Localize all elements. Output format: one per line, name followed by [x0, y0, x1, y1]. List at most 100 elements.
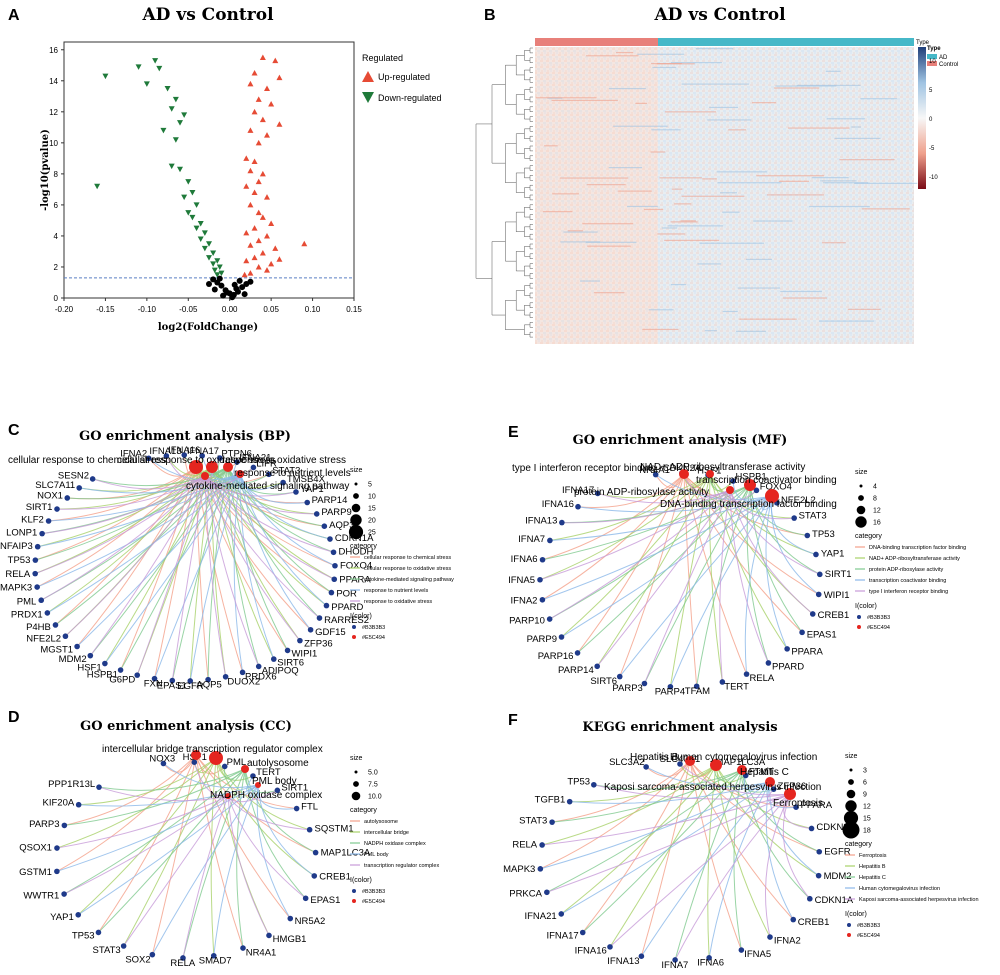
kegg-term-hepatitis-b: Hepatitis B [630, 752, 679, 763]
dendrogram-branch [505, 221, 517, 262]
gene-label: PARP3 [612, 683, 642, 694]
legend-size-value: 10 [368, 494, 376, 501]
gene-node [539, 556, 546, 563]
term-node [737, 765, 747, 775]
network-edge [56, 795, 229, 849]
gene-node [652, 471, 659, 478]
legend-size-value: 3 [863, 768, 867, 775]
heatmap-streaks [535, 48, 918, 332]
network-edge [89, 466, 229, 656]
y-tick-label: 8 [54, 170, 59, 179]
gene-label: YAP1 [300, 484, 324, 495]
dendrogram-branch [529, 96, 533, 103]
up-point [247, 80, 254, 87]
gene-node [743, 671, 750, 677]
volcano-legend: Regulated Up-regulated Down-regulated [362, 53, 442, 103]
network-edge [64, 754, 197, 826]
network-edge [569, 781, 771, 804]
gene-node [813, 551, 819, 558]
gene-label: FTMT [749, 766, 775, 777]
legend-color-title: I(color) [350, 613, 372, 620]
gene-node [809, 611, 816, 617]
up-point [247, 242, 254, 248]
gene-label: IFNA7 [518, 534, 545, 545]
gene-label: IFNA7 [661, 960, 688, 971]
legend-size-value: 16 [873, 520, 881, 527]
legend-size-value: 18 [863, 828, 871, 835]
up-point [251, 108, 258, 115]
gene-label: TFAM [685, 686, 710, 697]
heatmap-streak [821, 242, 846, 244]
y-tick-label: 0 [54, 294, 59, 303]
term-node [685, 756, 695, 766]
heatmap-streak [697, 263, 722, 265]
network-edge [98, 768, 246, 791]
legend-color-label: #E5C494 [857, 933, 880, 939]
gene-label: TGFB1 [535, 794, 566, 805]
network-edge [136, 475, 206, 676]
heatmap-streak [671, 62, 722, 64]
up-point [272, 245, 279, 251]
dendrogram-branch [505, 143, 517, 183]
network-edge [549, 489, 731, 620]
heatmap-streak [650, 151, 666, 153]
volcano-x-label: log2(FoldChange) [158, 322, 258, 333]
y-tick-label: 4 [54, 232, 59, 241]
gene-label: MAP1LC3A [716, 757, 766, 768]
heatmap-streak [820, 180, 857, 182]
gene-node [546, 616, 553, 622]
up-point [255, 263, 262, 270]
ns-point [236, 277, 243, 284]
network-edge [542, 764, 717, 846]
dendrogram-branch [524, 89, 530, 100]
network-edge [163, 754, 197, 773]
up-point [264, 232, 270, 239]
gene-node [672, 957, 678, 963]
legend-size-dot [859, 484, 863, 488]
network-edge [683, 473, 748, 675]
mf-term-ifn-receptor: type I interferon receptor binding [512, 463, 656, 474]
heatmap-dendrogram [475, 47, 533, 338]
network-edge [42, 475, 206, 535]
term-node [765, 777, 775, 787]
panel-label-c: C [8, 422, 20, 439]
heatmap-streak [680, 220, 696, 222]
network-edge [719, 489, 731, 683]
term-node [706, 470, 714, 478]
network-edge [619, 473, 685, 677]
network-edge [593, 769, 743, 790]
gene-node [770, 786, 777, 792]
network-edge [689, 760, 797, 808]
y-tick-label: 14 [49, 77, 58, 86]
network-edge [227, 466, 332, 594]
gene-label: SIRT1 [825, 569, 852, 580]
heatmap-streak [778, 180, 810, 182]
dendrogram-branch [529, 47, 533, 54]
gene-label: G6PD [109, 675, 135, 686]
gene-node [616, 673, 623, 680]
gene-node [641, 680, 648, 687]
down-point [211, 267, 218, 274]
down-point [189, 189, 196, 196]
gene-label: CREB1 [818, 610, 850, 621]
gene-label: TP53 [812, 529, 835, 540]
down-point [210, 250, 217, 257]
dendrogram-branch [505, 64, 517, 105]
gene-node [52, 622, 59, 628]
gene-node [579, 929, 586, 936]
dendrogram-branch [515, 94, 525, 115]
legend-ad-label: AD [939, 55, 948, 61]
ns-point [206, 281, 212, 288]
legend-size-title: size [350, 755, 363, 762]
legend-category-label: Hepatitis C [859, 875, 886, 881]
cc-title: GO enrichment analysis (CC) [80, 719, 292, 734]
gene-label: MAPK3 [503, 864, 535, 875]
legend-control-label: Control [939, 62, 958, 68]
network-edge [256, 784, 291, 919]
gene-label: CDKN2A [663, 463, 702, 474]
bp-term-cellular-oxidative: cellular response to oxidative stress [117, 455, 275, 466]
legend-category-label: transcription regulator complex [364, 863, 439, 869]
term-node [679, 469, 689, 479]
scale-tick-neg10: -10 [929, 175, 938, 181]
